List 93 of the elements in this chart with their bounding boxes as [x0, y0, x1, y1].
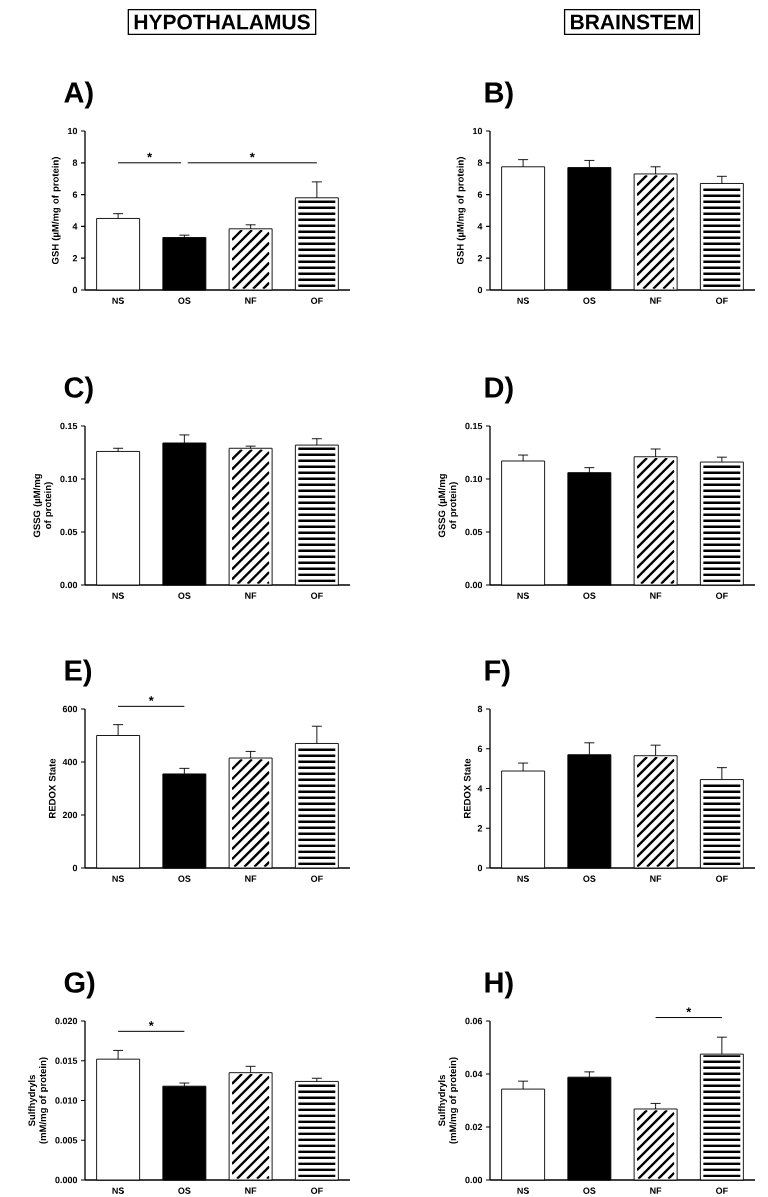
chart-subtitle: A) — [64, 81, 93, 109]
y-tick-label: 10 — [473, 127, 483, 135]
y-tick-label: 2 — [477, 255, 483, 262]
y-tick-label: 0.015 — [55, 1057, 78, 1064]
y-axis-title: Sulfhydryls (mM/mg of protein) — [28, 1057, 49, 1144]
y-tick-label: 6 — [477, 745, 483, 752]
y-axis-title: GSH (µM/mg of protein) — [456, 157, 466, 265]
y-tick-label: 8 — [477, 159, 483, 167]
x-tick-label: NF — [245, 875, 257, 882]
y-tick-label: 0.00 — [60, 581, 78, 589]
x-tick-label: NS — [517, 297, 530, 304]
y-tick-label: 6 — [477, 191, 483, 198]
y-tick-label: 0.15 — [465, 422, 483, 430]
chart-title: HYPOTHALAMUS — [134, 14, 310, 30]
x-tick-label: OS — [178, 875, 191, 882]
annotation: * — [147, 152, 153, 158]
y-tick-label: 0.00 — [465, 581, 483, 589]
x-tick-label: NS — [517, 1187, 530, 1194]
x-tick-label: NF — [650, 1187, 662, 1194]
y-axis-title: REDOX State — [463, 758, 471, 818]
chart-title: G) — [64, 971, 95, 999]
y-tick-label: 0.06 — [465, 1017, 483, 1025]
text: * — [148, 696, 154, 702]
x-tick-label: NS — [112, 297, 125, 304]
y-tick-label: 2 — [72, 255, 78, 262]
x-tick-label: OS — [583, 1187, 596, 1194]
y-tick-label: 0.04 — [465, 1070, 483, 1078]
y-tick-label: 8 — [72, 159, 78, 167]
chart-title: H) — [485, 971, 513, 999]
y-tick-label: 0 — [72, 286, 78, 294]
x-tick-label: OS — [583, 875, 596, 882]
x-tick-label: OF — [715, 592, 728, 599]
y-tick-label: 0.05 — [60, 528, 78, 536]
x-tick-label: OF — [311, 875, 323, 882]
y-tick-label: 0.000 — [55, 1176, 78, 1184]
x-tick-label: OS — [583, 297, 596, 304]
x-tick-label: OS — [178, 592, 191, 599]
y-tick-label: 0.010 — [55, 1097, 78, 1104]
x-tick-label: NF — [245, 592, 257, 599]
y-tick-label: 200 — [62, 811, 78, 819]
y-tick-label: 0.10 — [465, 475, 483, 483]
x-tick-label: NF — [650, 592, 662, 599]
chart-title: E) — [65, 659, 92, 687]
y-tick-label: 8 — [477, 705, 483, 713]
chart-title: F) — [485, 659, 510, 687]
x-tick-label: OS — [178, 297, 191, 304]
x-tick-label: NS — [112, 875, 125, 882]
y-tick-label: 0.020 — [55, 1017, 78, 1025]
y-tick-label: 4 — [72, 223, 78, 230]
y-tick-label: 400 — [62, 758, 78, 766]
x-tick-label: OF — [715, 1187, 728, 1194]
x-tick-label: NS — [112, 592, 125, 599]
y-tick-label: 0 — [477, 864, 483, 872]
x-tick-label: OF — [311, 1187, 323, 1194]
y-tick-label: 10 — [68, 127, 78, 135]
y-tick-label: 600 — [62, 705, 78, 713]
y-tick-label: 0.005 — [55, 1137, 78, 1144]
y-tick-label: 0.10 — [60, 475, 78, 483]
y-axis-title: GSSG (µM/mg of protein) — [438, 474, 459, 538]
x-tick-label: NF — [245, 297, 257, 304]
x-tick-label: OF — [311, 297, 323, 304]
y-axis-title: GSH (µM/mg of protein) — [51, 157, 61, 265]
x-tick-label: NF — [650, 297, 662, 304]
y-tick-label: 4 — [477, 223, 483, 230]
y-axis-title: REDOX State — [48, 758, 56, 818]
x-tick-label: NF — [650, 875, 662, 882]
x-tick-label: OF — [715, 297, 728, 304]
y-tick-label: 0.05 — [465, 528, 483, 536]
chart-title: BRAINSTEM — [570, 14, 693, 30]
x-tick-label: OF — [311, 592, 323, 599]
y-tick-label: 2 — [477, 825, 483, 832]
chart-title: D) — [485, 376, 513, 404]
x-tick-label: NS — [517, 592, 530, 599]
annotation: * — [249, 152, 255, 158]
x-tick-label: OS — [178, 1187, 191, 1194]
x-tick-label: OS — [583, 592, 596, 599]
y-tick-label: 0.00 — [465, 1176, 483, 1184]
y-tick-label: 0.15 — [60, 422, 78, 430]
y-axis-title: Sulfhydryls (mM/mg of protein) — [438, 1057, 459, 1144]
x-tick-label: OF — [715, 875, 728, 882]
y-tick-label: 6 — [72, 191, 78, 198]
x-tick-label: NS — [112, 1187, 125, 1194]
chart-title: C) — [64, 376, 93, 404]
annotation: * — [148, 1021, 154, 1027]
chart-subtitle: B) — [485, 81, 513, 109]
x-tick-label: NS — [517, 875, 530, 882]
text: * — [686, 1007, 692, 1013]
x-tick-label: NF — [245, 1187, 257, 1194]
y-tick-label: 0 — [72, 864, 78, 872]
y-tick-label: 0 — [477, 286, 483, 294]
y-axis-title: GSSG (µM/mg of protein) — [33, 474, 54, 538]
y-tick-label: 0.02 — [465, 1123, 483, 1131]
y-tick-label: 4 — [477, 785, 483, 792]
